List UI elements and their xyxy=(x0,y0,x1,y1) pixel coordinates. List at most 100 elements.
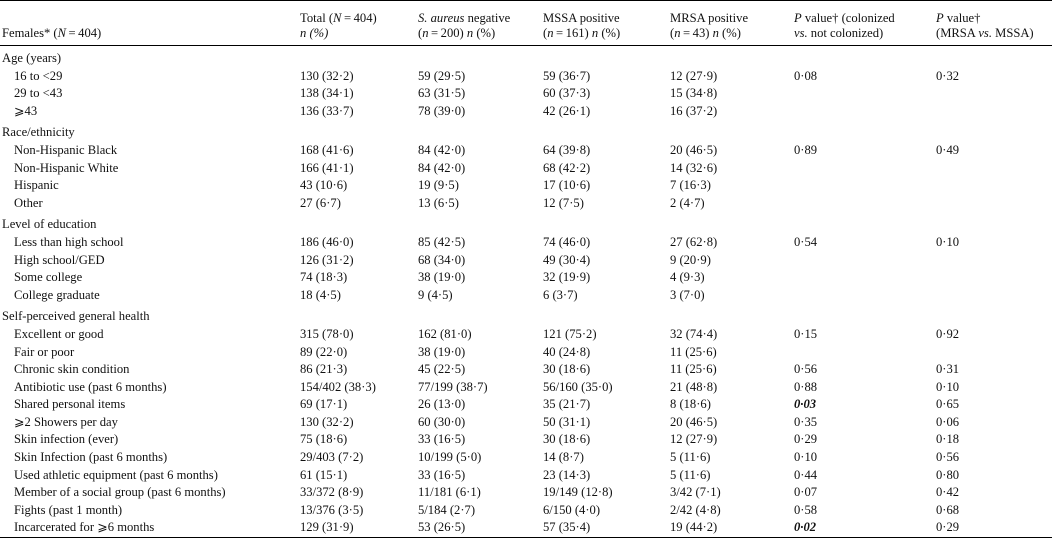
cell-p2 xyxy=(934,85,1052,103)
cell-p1: 0·29 xyxy=(794,432,818,447)
header-group-label: Females* (N = 404) xyxy=(0,0,298,46)
cell-neg: 38 (19·0) xyxy=(418,270,466,285)
cell-p2 xyxy=(934,252,1052,270)
cell-neg: 53 (26·5) xyxy=(416,519,541,539)
cell-p2 xyxy=(934,344,1052,362)
header-p-mrsa-mssa: P value† (MRSA vs. MSSA) xyxy=(934,0,1052,46)
header-mssa-line1: MSSA positive xyxy=(543,11,620,25)
cell-p1: 0·56 xyxy=(794,362,818,377)
header-mrsa-line1: MRSA positive xyxy=(670,11,749,25)
cell-mrsa: 7 (16·3) xyxy=(670,178,711,193)
cell-total: 138 (34·1) xyxy=(300,86,354,101)
cell-p1: 0·35 xyxy=(794,414,818,429)
cell-neg: 78 (39·0) xyxy=(418,103,466,118)
cell-total: 130 (32·2) xyxy=(300,68,354,83)
section-heading: Age (years) xyxy=(2,51,62,65)
cell-mssa: 49 (30·4) xyxy=(543,252,591,267)
cell-p2: 0·29 xyxy=(934,519,1052,539)
cell-p2 xyxy=(934,177,1052,195)
row-label: Less than high school xyxy=(14,234,124,249)
cell-p1 xyxy=(792,160,934,178)
cell-mssa: 14 (8·7) xyxy=(543,450,584,465)
section-heading: Level of education xyxy=(2,217,97,232)
cell-p1: 0·03 xyxy=(794,397,817,412)
cell-mssa: 23 (14·3) xyxy=(543,467,591,482)
cell-p2: 0·49 xyxy=(936,142,960,157)
table-header: Females* (N = 404) Total (N = 404) n (%) … xyxy=(0,0,1052,46)
header-mssa-line2: (n = 161) n (%) xyxy=(543,26,621,40)
cell-total: 27 (6·7) xyxy=(300,195,341,210)
cell-p2: 0·65 xyxy=(936,397,960,412)
cell-total: 186 (46·0) xyxy=(300,234,354,249)
row-label: Skin infection (ever) xyxy=(14,432,119,447)
header-p2-line2: (MRSA vs. MSSA) xyxy=(936,26,1034,40)
cell-mssa: 35 (21·7) xyxy=(543,397,591,412)
cell-mssa: 40 (24·8) xyxy=(543,344,591,359)
cell-p1: 0·89 xyxy=(794,142,818,157)
section-heading: Race/ethnicity xyxy=(2,125,75,140)
cell-neg: 5/184 (2·7) xyxy=(418,502,476,517)
cell-mssa: 68 (42·2) xyxy=(543,160,591,175)
cell-mssa: 19/149 (12·8) xyxy=(543,485,613,500)
table-row: Non-Hispanic Black 168 (41·6) 84 (42·0) 64 … xyxy=(0,142,1052,160)
cell-neg: 26 (13·0) xyxy=(418,397,466,412)
cell-mssa: 121 (75·2) xyxy=(543,326,597,341)
cell-total: 43 (10·6) xyxy=(300,178,348,193)
table-row: High school/GED 126 (31·2) 68 (34·0) 49 (30… xyxy=(0,252,1052,270)
cell-neg: 84 (42·0) xyxy=(418,142,466,157)
cell-p1: 0·58 xyxy=(794,502,818,517)
cell-p1: 0·07 xyxy=(794,485,818,500)
cell-mrsa: 4 (9·3) xyxy=(670,270,705,285)
table-row: Excellent or good 315 (78·0) 162 (81·0) 121… xyxy=(0,326,1052,344)
cell-total: 74 (18·3) xyxy=(300,270,348,285)
header-p1-line2: vs. not colonized) xyxy=(794,26,884,40)
cell-total: 29/403 (7·2) xyxy=(300,450,364,465)
row-label: Some college xyxy=(14,270,83,285)
cell-total: 166 (41·1) xyxy=(300,160,354,175)
cell-mssa: 17 (10·6) xyxy=(543,178,591,193)
cell-p1: 0·44 xyxy=(794,467,818,482)
table-row: Non-Hispanic White 166 (41·1) 84 (42·0) 68 … xyxy=(0,160,1052,178)
cell-neg: 59 (29·5) xyxy=(418,68,466,83)
cell-p1 xyxy=(792,269,934,287)
cell-p1: 0·02 xyxy=(792,519,934,539)
row-label: Non-Hispanic Black xyxy=(14,142,118,157)
cell-mrsa: 15 (34·8) xyxy=(670,86,718,101)
table-body: Age (years) 16 to <29 130 (32·2) 59 (29·5) 5… xyxy=(0,46,1052,539)
header-first: Females* (N = 404) xyxy=(2,26,102,40)
cell-neg: 84 (42·0) xyxy=(418,160,466,175)
section-heading: Self-perceived general health xyxy=(2,309,150,324)
cell-mrsa: 11 (25·6) xyxy=(670,362,717,377)
cell-total: 13/376 (3·5) xyxy=(300,502,364,517)
cell-mrsa: 8 (18·6) xyxy=(670,397,711,412)
row-label: Other xyxy=(14,195,43,210)
cell-neg: 45 (22·5) xyxy=(418,362,466,377)
row-label: High school/GED xyxy=(14,252,105,267)
cell-mrsa: 5 (11·6) xyxy=(670,450,711,465)
cell-mrsa: 21 (48·8) xyxy=(670,379,718,394)
cell-total: 129 (31·9) xyxy=(298,519,416,539)
row-label: Shared personal items xyxy=(14,397,126,412)
cell-neg: 9 (4·5) xyxy=(418,287,453,302)
cell-p2: 0·56 xyxy=(936,450,960,465)
cell-neg: 33 (16·5) xyxy=(418,467,466,482)
table-row: ⩾43 136 (33·7) 78 (39·0) 42 (26·1) 16 (37·2) xyxy=(0,103,1052,121)
cell-total: 126 (31·2) xyxy=(300,252,354,267)
cell-mssa: 60 (37·3) xyxy=(543,86,591,101)
cell-p1 xyxy=(792,177,934,195)
cell-mrsa: 12 (27·9) xyxy=(670,68,718,83)
header-p2-line1: P value† xyxy=(936,11,981,25)
cell-total: 86 (21·3) xyxy=(300,362,348,377)
table-row: College graduate 18 (4·5) 9 (4·5) 6 (3·7) 3 … xyxy=(0,287,1052,305)
cell-p2: 0·92 xyxy=(936,326,960,341)
table-row: Hispanic 43 (10·6) 19 (9·5) 17 (10·6) 7 (16·… xyxy=(0,177,1052,195)
table-row: ⩾2 Showers per day 130 (32·2) 60 (30·0) 50 … xyxy=(0,414,1052,432)
row-label: Excellent or good xyxy=(14,326,104,341)
cell-mrsa: 5 (11·6) xyxy=(670,467,711,482)
header-negative-line2: (n = 200) n (%) xyxy=(418,26,496,40)
cell-mssa: 6/150 (4·0) xyxy=(543,502,601,517)
header-total-line1: Total (N = 404) xyxy=(300,11,377,25)
header-mssa: MSSA positive (n = 161) n (%) xyxy=(541,0,668,46)
table-row: Incarcerated for ⩾6 months 129 (31·9) 53 (… xyxy=(0,519,1052,539)
header-mrsa: MRSA positive (n = 43) n (%) xyxy=(668,0,792,46)
